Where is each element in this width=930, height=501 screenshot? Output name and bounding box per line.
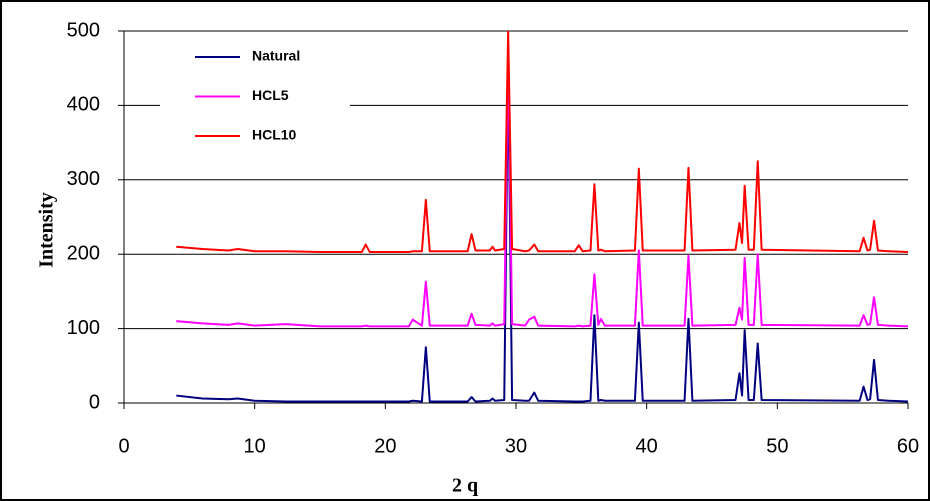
x-tick-label: 30 xyxy=(505,435,527,457)
legend-label: HCL5 xyxy=(252,87,289,103)
x-axis-label: 2 q xyxy=(452,475,478,497)
y-tick-label: 100 xyxy=(67,317,100,339)
legend-label: HCL10 xyxy=(252,127,297,143)
y-tick-label: 0 xyxy=(89,391,100,413)
x-tick-label: 10 xyxy=(244,435,266,457)
y-axis-label: Intensity xyxy=(36,192,58,268)
axes: 0 100 200 300 400 500 0 10 20 30 40 50 60 xyxy=(67,19,920,457)
legend: Natural HCL5 HCL10 xyxy=(160,40,350,158)
x-tick-label: 20 xyxy=(374,435,396,457)
y-tick-label: 300 xyxy=(67,168,100,190)
series-line xyxy=(176,31,908,253)
x-tick-label: 60 xyxy=(897,435,919,457)
y-tick-label: 400 xyxy=(67,94,100,116)
y-tick-label: 500 xyxy=(67,19,100,41)
plot-lines xyxy=(176,31,908,403)
y-tick-label: 200 xyxy=(67,242,100,264)
series-line xyxy=(176,67,908,403)
x-tick-label: 0 xyxy=(118,435,129,457)
x-tick-label: 40 xyxy=(636,435,658,457)
legend-label: Natural xyxy=(252,48,300,64)
legend-box xyxy=(160,40,350,158)
x-tick-label: 50 xyxy=(766,435,788,457)
series-line xyxy=(176,44,908,328)
